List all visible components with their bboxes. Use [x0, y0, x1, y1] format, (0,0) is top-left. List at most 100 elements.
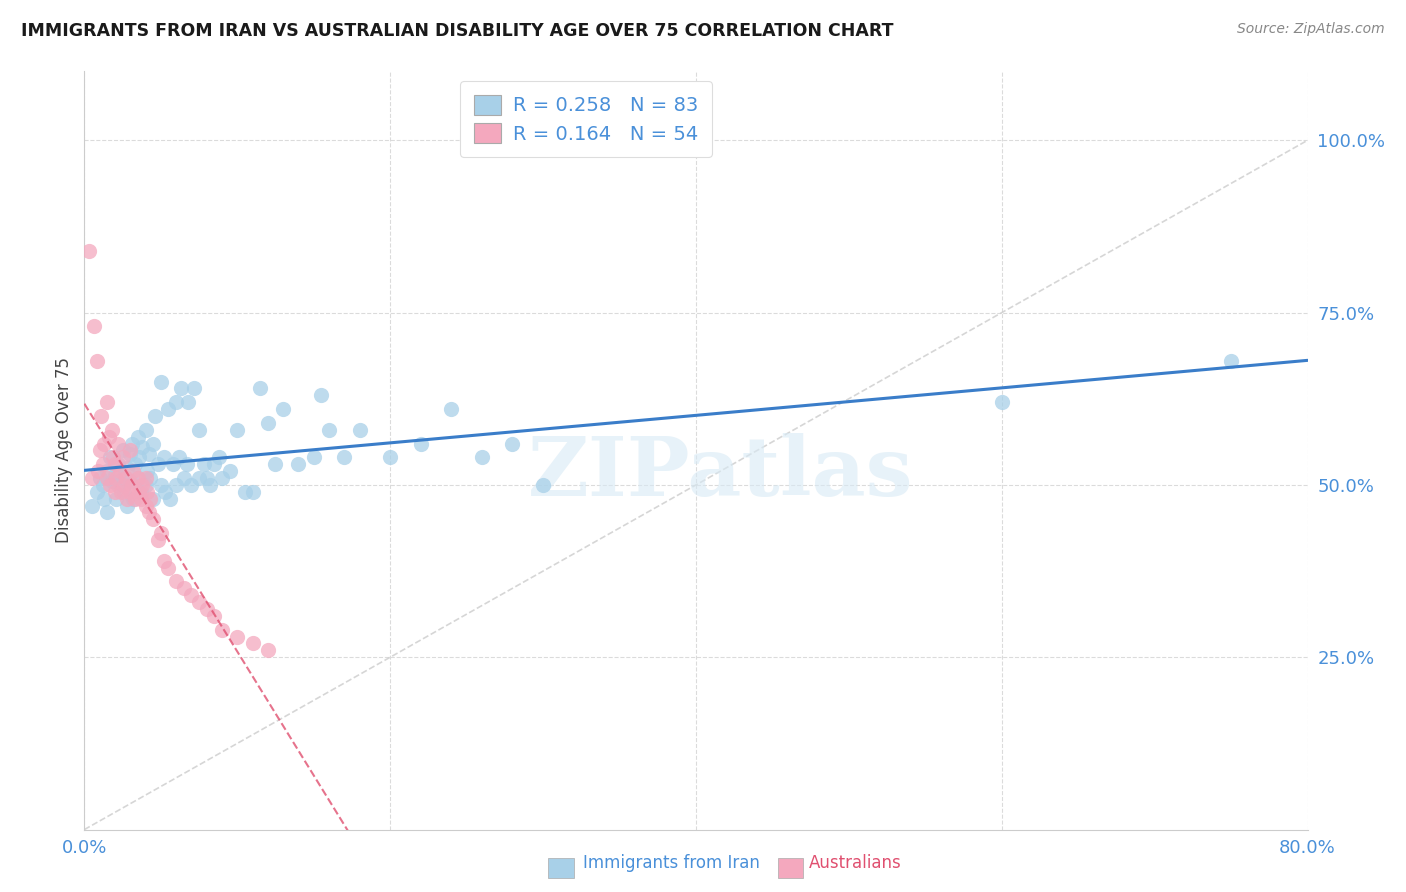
Point [159, 491, 181, 506]
Point [531, 478, 554, 492]
Point [86, 354, 108, 368]
Point [271, 402, 294, 417]
Point [104, 484, 127, 499]
Point [165, 574, 187, 589]
Point [80, 499, 103, 513]
Point [143, 409, 166, 423]
Point [146, 533, 169, 547]
Point [226, 423, 249, 437]
Point [128, 450, 150, 465]
Point [173, 471, 195, 485]
Point [135, 499, 157, 513]
Point [136, 484, 159, 499]
Point [249, 381, 271, 395]
Point [302, 450, 325, 465]
Point [121, 478, 143, 492]
Point [90, 409, 112, 423]
Point [195, 602, 218, 616]
Point [146, 457, 169, 471]
Point [242, 636, 264, 650]
Point [128, 484, 150, 499]
Point [318, 423, 340, 437]
Point [115, 460, 138, 475]
Point [226, 630, 249, 644]
Point [129, 484, 152, 499]
Point [142, 512, 165, 526]
Point [103, 450, 125, 465]
Point [211, 471, 233, 485]
Point [188, 423, 211, 437]
Text: Australians: Australians [808, 855, 901, 872]
Point [120, 447, 142, 461]
Point [149, 478, 172, 492]
Point [264, 457, 287, 471]
Point [91, 457, 114, 471]
Point [93, 491, 115, 506]
Point [167, 450, 190, 465]
Point [93, 436, 115, 450]
Point [157, 402, 180, 417]
Point [87, 464, 110, 478]
Point [142, 491, 165, 506]
Point [208, 450, 231, 465]
Point [96, 464, 118, 478]
Point [183, 381, 205, 395]
Point [153, 450, 176, 465]
Point [98, 478, 121, 492]
Point [120, 443, 142, 458]
Point [104, 457, 127, 471]
Point [471, 450, 494, 465]
Point [122, 464, 145, 478]
Point [124, 491, 146, 506]
Point [138, 506, 160, 520]
Point [114, 471, 136, 485]
Text: Source: ZipAtlas.com: Source: ZipAtlas.com [1237, 22, 1385, 37]
Point [105, 471, 128, 485]
Point [1220, 354, 1243, 368]
Point [108, 464, 131, 478]
Point [111, 471, 134, 485]
Point [233, 484, 256, 499]
Point [257, 643, 280, 657]
Point [135, 423, 157, 437]
Point [89, 443, 111, 458]
Point [138, 447, 160, 461]
FancyBboxPatch shape [548, 858, 574, 878]
Point [409, 436, 432, 450]
Point [136, 464, 159, 478]
Point [349, 423, 371, 437]
Legend: R = 0.258   N = 83, R = 0.164   N = 54: R = 0.258 N = 83, R = 0.164 N = 54 [460, 81, 711, 157]
Point [287, 457, 309, 471]
Point [257, 416, 280, 430]
Point [180, 588, 202, 602]
Text: Immigrants from Iran: Immigrants from Iran [583, 855, 761, 872]
Point [139, 471, 162, 485]
Point [77, 244, 100, 258]
Point [180, 478, 202, 492]
Point [97, 430, 120, 444]
Point [139, 491, 162, 506]
Text: ZIPatlas: ZIPatlas [527, 434, 912, 513]
Point [129, 491, 152, 506]
Point [333, 450, 356, 465]
Point [157, 560, 180, 574]
Point [218, 464, 240, 478]
Point [153, 554, 176, 568]
Point [162, 457, 184, 471]
Point [440, 402, 463, 417]
Point [142, 436, 165, 450]
Point [98, 450, 121, 465]
Point [131, 440, 153, 454]
Point [188, 471, 211, 485]
Point [193, 457, 215, 471]
Point [211, 623, 233, 637]
Point [135, 471, 157, 485]
Point [124, 457, 146, 471]
Y-axis label: Disability Age Over 75: Disability Age Over 75 [55, 358, 73, 543]
Point [96, 471, 118, 485]
Point [120, 484, 142, 499]
Point [242, 484, 264, 499]
Point [105, 491, 128, 506]
Point [96, 395, 118, 409]
Point [80, 471, 103, 485]
